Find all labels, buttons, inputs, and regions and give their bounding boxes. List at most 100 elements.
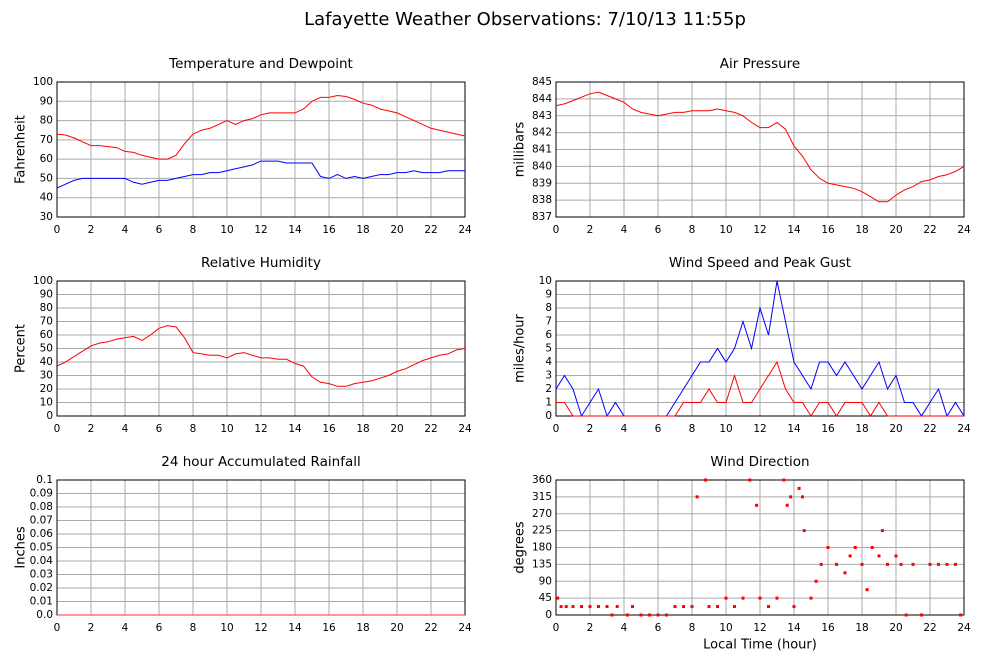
data-point bbox=[597, 605, 600, 609]
y-tick-label: 100 bbox=[33, 76, 53, 88]
x-tick-label: 14 bbox=[787, 423, 801, 435]
x-tick-label: 14 bbox=[288, 224, 302, 236]
data-point bbox=[648, 613, 651, 617]
y-tick-label: 30 bbox=[40, 211, 53, 223]
data-point bbox=[860, 562, 864, 566]
x-tick-label: 12 bbox=[254, 423, 267, 435]
plot-frame bbox=[555, 280, 965, 417]
y-tick-label: 225 bbox=[532, 525, 552, 537]
y-tick-label: 841 bbox=[532, 144, 552, 156]
x-tick-label: 4 bbox=[621, 423, 628, 435]
x-tick-label: 22 bbox=[923, 423, 936, 435]
data-point bbox=[775, 596, 779, 600]
data-point bbox=[819, 562, 823, 566]
x-tick-label: 2 bbox=[587, 622, 594, 634]
y-tick-label: 70 bbox=[40, 134, 53, 146]
y-axis-label: Fahrenheit bbox=[14, 115, 29, 184]
x-tick-label: 10 bbox=[220, 423, 233, 435]
x-tick-label: 14 bbox=[787, 224, 801, 236]
data-point bbox=[741, 596, 745, 600]
data-point bbox=[690, 605, 694, 609]
y-tick-label: 45 bbox=[539, 592, 552, 604]
data-line bbox=[556, 360, 964, 417]
x-tick-label: 8 bbox=[190, 423, 197, 435]
y-axis-label: degrees bbox=[513, 521, 528, 574]
y-tick-label: 270 bbox=[532, 508, 552, 520]
y-tick-label: 360 bbox=[532, 474, 552, 486]
data-point bbox=[802, 529, 806, 533]
y-axis-label: Inches bbox=[14, 526, 29, 568]
x-tick-label: 4 bbox=[122, 622, 129, 634]
y-tick-label: 7 bbox=[545, 316, 552, 328]
y-tick-label: 4 bbox=[545, 356, 552, 368]
x-tick-label: 22 bbox=[424, 622, 437, 634]
data-point bbox=[610, 613, 614, 617]
x-tick-label: 6 bbox=[655, 224, 662, 236]
data-point bbox=[911, 562, 915, 566]
x-tick-label: 18 bbox=[855, 622, 868, 634]
y-tick-label: 5 bbox=[545, 343, 552, 355]
data-line bbox=[56, 160, 465, 189]
data-point bbox=[886, 562, 889, 566]
y-tick-label: 60 bbox=[40, 329, 53, 341]
y-tick-label: 80 bbox=[40, 302, 53, 314]
x-tick-label: 0 bbox=[54, 224, 61, 236]
x-tick-label: 10 bbox=[719, 423, 732, 435]
x-tick-label: 24 bbox=[957, 224, 971, 236]
y-tick-label: 0.01 bbox=[30, 596, 53, 608]
x-tick-label: 8 bbox=[689, 622, 696, 634]
x-tick-label: 6 bbox=[156, 224, 163, 236]
y-tick-label: 135 bbox=[532, 558, 552, 570]
plot-frame bbox=[555, 479, 965, 616]
plot-frame bbox=[56, 81, 466, 218]
x-tick-label: 16 bbox=[821, 224, 835, 236]
y-tick-label: 0 bbox=[46, 410, 53, 422]
data-point bbox=[785, 503, 789, 507]
data-point bbox=[789, 495, 793, 499]
y-tick-label: 0.02 bbox=[30, 582, 53, 594]
x-tick-label: 6 bbox=[655, 622, 662, 634]
y-tick-label: 100 bbox=[33, 275, 53, 287]
data-point bbox=[826, 546, 830, 549]
y-tick-label: 0.1 bbox=[36, 474, 53, 486]
x-tick-label: 16 bbox=[322, 423, 336, 435]
data-point bbox=[695, 495, 699, 499]
y-tick-label: 180 bbox=[532, 542, 552, 554]
page-title: Lafayette Weather Observations: 7/10/13 … bbox=[304, 9, 746, 30]
x-tick-label: 2 bbox=[587, 423, 594, 435]
y-tick-label: 0.08 bbox=[30, 501, 53, 513]
y-tick-label: 0.09 bbox=[30, 488, 53, 500]
y-tick-label: 839 bbox=[532, 177, 552, 189]
data-point bbox=[797, 486, 801, 490]
x-tick-label: 4 bbox=[621, 622, 628, 634]
data-point bbox=[665, 613, 668, 617]
y-tick-label: 0.0 bbox=[36, 609, 53, 621]
x-tick-label: 14 bbox=[288, 423, 302, 435]
data-point bbox=[758, 596, 762, 600]
chart-title: 24 hour Accumulated Rainfall bbox=[161, 454, 360, 470]
x-tick-label: 12 bbox=[254, 622, 267, 634]
data-point bbox=[899, 562, 903, 566]
y-tick-label: 40 bbox=[40, 192, 53, 204]
data-point bbox=[571, 605, 575, 609]
data-point bbox=[848, 554, 852, 558]
x-tick-label: 24 bbox=[957, 423, 971, 435]
x-tick-label: 22 bbox=[424, 224, 437, 236]
data-point bbox=[945, 562, 949, 566]
y-tick-label: 90 bbox=[40, 289, 53, 301]
y-axis-label: millibars bbox=[513, 122, 528, 178]
data-point bbox=[673, 605, 677, 609]
y-tick-label: 838 bbox=[532, 194, 552, 206]
data-point bbox=[835, 562, 838, 566]
x-tick-label: 12 bbox=[753, 622, 766, 634]
x-tick-label: 24 bbox=[458, 224, 472, 236]
x-tick-label: 12 bbox=[753, 423, 766, 435]
y-tick-label: 0.07 bbox=[30, 515, 53, 527]
y-tick-label: 837 bbox=[532, 211, 552, 223]
x-tick-label: 24 bbox=[458, 622, 472, 634]
data-point bbox=[801, 495, 804, 499]
y-axis-label: Percent bbox=[14, 324, 29, 373]
x-tick-label: 0 bbox=[553, 224, 560, 236]
data-point bbox=[639, 613, 643, 617]
